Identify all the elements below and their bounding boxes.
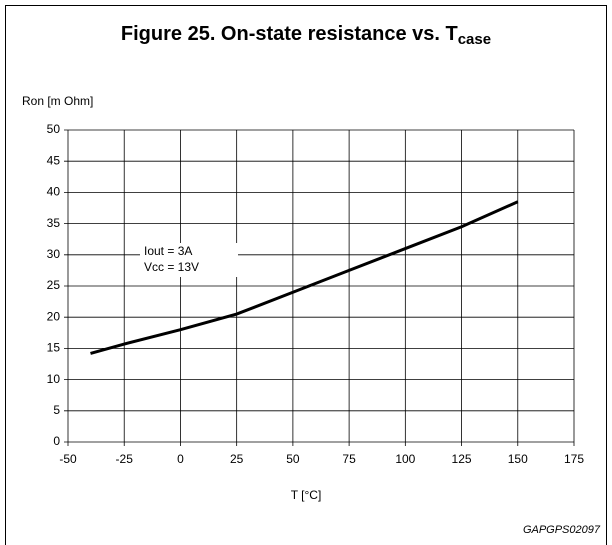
x-tick-label: 25 xyxy=(230,452,244,466)
y-tick-label: 50 xyxy=(47,122,61,136)
y-tick-label: 0 xyxy=(53,434,60,448)
x-tick-label: 125 xyxy=(452,452,472,466)
x-tick-label: 175 xyxy=(564,452,584,466)
y-axis-label: Ron [m Ohm] xyxy=(22,94,93,108)
y-tick-label: 5 xyxy=(53,403,60,417)
y-tick-label: 10 xyxy=(47,372,61,386)
footnote: GAPGPS02097 xyxy=(523,524,601,536)
y-tick-label: 40 xyxy=(47,185,61,199)
x-tick-label: 75 xyxy=(342,452,356,466)
x-tick-label: 100 xyxy=(395,452,415,466)
annotation-background xyxy=(140,243,238,277)
y-tick-label: 15 xyxy=(47,341,61,355)
x-tick-label: 50 xyxy=(286,452,300,466)
y-tick-label: 25 xyxy=(47,278,61,292)
y-tick-label: 20 xyxy=(47,309,61,323)
y-tick-label: 45 xyxy=(47,153,61,167)
annotation: Vcc = 13V xyxy=(144,260,199,274)
y-tick-label: 35 xyxy=(47,216,61,230)
title-main: Figure 25. On-state resistance vs. T xyxy=(121,23,458,45)
x-tick-label: 0 xyxy=(177,452,184,466)
data-line xyxy=(90,200,519,355)
frame xyxy=(5,5,607,545)
x-axis-label: T [°C] xyxy=(291,488,322,502)
title-subscript: case xyxy=(458,31,491,48)
x-tick-label: 150 xyxy=(508,452,528,466)
y-tick-label: 30 xyxy=(47,247,61,261)
chart-title: Figure 25. On-state resistance vs. Tcase xyxy=(121,23,491,48)
x-tick-label: -50 xyxy=(59,452,77,466)
annotation: Iout = 3A xyxy=(144,244,192,258)
x-tick-label: -25 xyxy=(116,452,134,466)
